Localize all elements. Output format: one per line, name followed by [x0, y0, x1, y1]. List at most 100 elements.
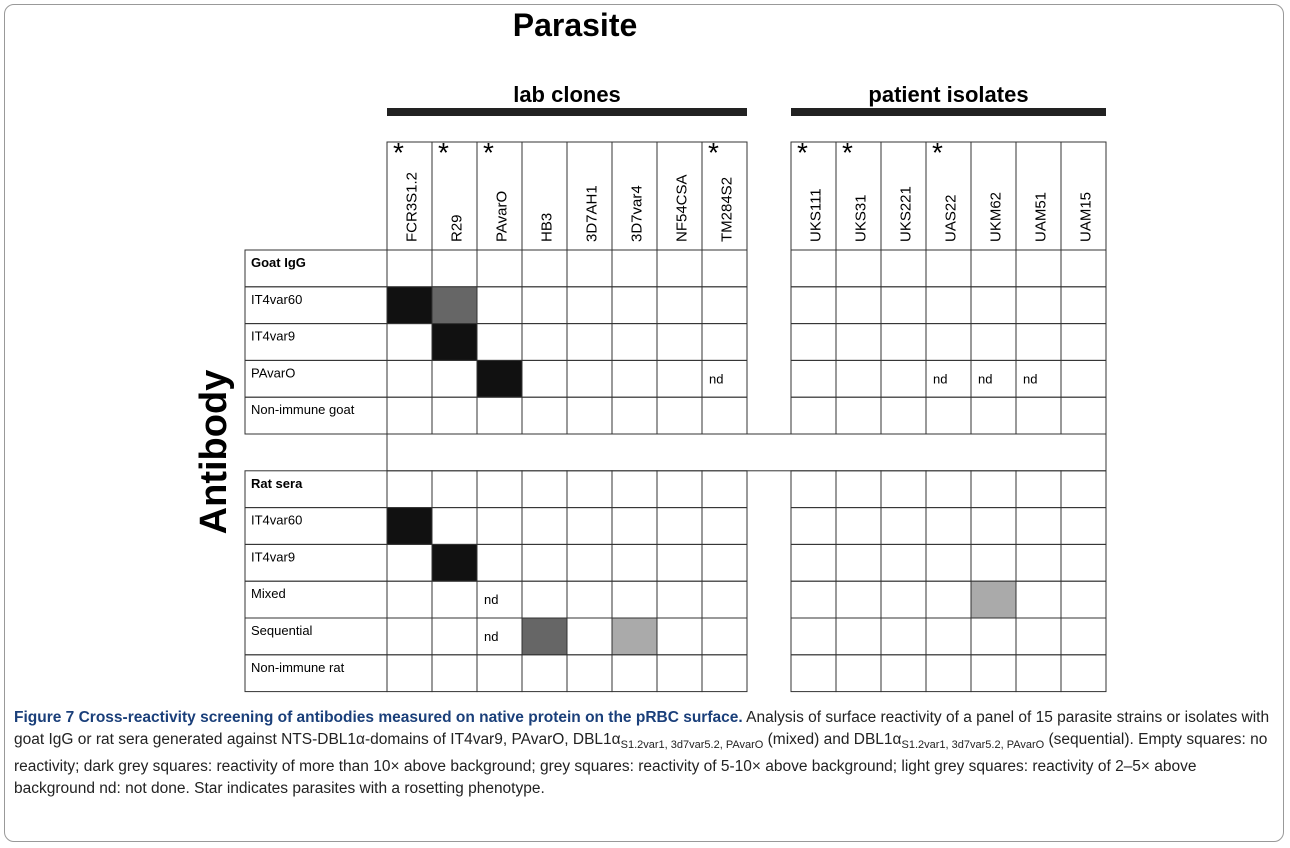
cell	[1015, 323, 1062, 361]
cell	[386, 470, 433, 509]
cell	[970, 323, 1017, 361]
cell	[835, 580, 882, 619]
cell	[386, 617, 433, 656]
cell	[970, 580, 1017, 619]
cell	[566, 507, 613, 545]
cell	[925, 580, 972, 619]
rosetting-star: *	[483, 137, 494, 168]
cell	[1015, 249, 1062, 288]
cell	[835, 323, 882, 361]
column-name: UAS22	[943, 194, 960, 242]
cell	[566, 543, 613, 582]
column-name: UAM15	[1078, 192, 1095, 242]
rosetting-star: *	[842, 137, 853, 168]
cell	[701, 470, 748, 509]
cell	[1060, 359, 1107, 398]
cell	[790, 580, 837, 619]
cell	[835, 286, 882, 325]
cell	[1060, 470, 1107, 509]
cell	[431, 543, 478, 582]
row-label: IT4var9	[251, 329, 295, 344]
cell	[656, 396, 703, 435]
cell	[880, 617, 927, 656]
cell	[521, 286, 568, 325]
cell	[611, 359, 658, 398]
row-label: Sequential	[251, 623, 313, 638]
cell	[611, 617, 658, 656]
cell	[431, 323, 478, 361]
cell	[476, 286, 523, 325]
cell	[566, 359, 613, 398]
column-name: TM284S2	[719, 177, 736, 242]
column-name: NF54CSA	[674, 174, 691, 242]
cell	[611, 543, 658, 582]
cell	[790, 359, 837, 398]
cell	[925, 249, 972, 288]
caption-subscript: S1.2var1, 3d7var5.2, PAvarO	[620, 739, 764, 752]
cell	[611, 396, 658, 435]
cell	[386, 507, 433, 545]
cell	[1060, 323, 1107, 361]
cell	[611, 654, 658, 693]
cell	[701, 654, 748, 693]
cell	[566, 470, 613, 509]
column-name: UKM62	[988, 192, 1005, 242]
column-name: UKS31	[853, 194, 870, 242]
figure-frame	[4, 4, 1284, 842]
group-label: patient isolates	[868, 82, 1028, 107]
cell	[970, 507, 1017, 545]
row-label: Goat IgG	[251, 255, 306, 270]
cell	[431, 249, 478, 288]
cell	[925, 286, 972, 325]
cell	[925, 543, 972, 582]
cell	[880, 470, 927, 509]
cell	[1060, 396, 1107, 435]
cell	[476, 323, 523, 361]
cell	[790, 323, 837, 361]
cell	[611, 507, 658, 545]
cell	[835, 654, 882, 693]
cell	[835, 543, 882, 582]
cell	[656, 580, 703, 619]
cell	[611, 323, 658, 361]
cell	[835, 470, 882, 509]
cell	[880, 286, 927, 325]
cell	[1015, 470, 1062, 509]
row-label: IT4var60	[251, 292, 302, 307]
cell	[521, 543, 568, 582]
cell	[521, 359, 568, 398]
cell	[1060, 507, 1107, 545]
cell	[970, 249, 1017, 288]
cell	[521, 507, 568, 545]
cell	[925, 654, 972, 693]
cell	[656, 507, 703, 545]
cell	[521, 249, 568, 288]
row-label: Non-immune goat	[251, 402, 355, 417]
cell	[790, 249, 837, 288]
cell	[970, 396, 1017, 435]
rosetting-star: *	[438, 137, 449, 168]
group-bar	[791, 108, 1106, 116]
caption-subscript: S1.2var1, 3d7var5.2, PAvarO	[901, 739, 1045, 752]
cell	[476, 359, 523, 398]
cell	[386, 249, 433, 288]
cell	[701, 249, 748, 288]
cell-text: nd	[484, 629, 498, 644]
cell	[656, 543, 703, 582]
cell	[701, 286, 748, 325]
cell	[1015, 654, 1062, 693]
cell	[521, 654, 568, 693]
column-name: UAM51	[1033, 192, 1050, 242]
cell	[790, 470, 837, 509]
row-axis-label: Antibody	[193, 370, 235, 535]
cell-text: nd	[484, 592, 498, 607]
cell	[880, 580, 927, 619]
cell	[611, 249, 658, 288]
cell	[925, 323, 972, 361]
cell	[386, 654, 433, 693]
rosetting-star: *	[932, 137, 943, 168]
cell	[656, 470, 703, 509]
row-label: Mixed	[251, 586, 286, 601]
cell	[431, 507, 478, 545]
group-label: lab clones	[513, 82, 621, 107]
